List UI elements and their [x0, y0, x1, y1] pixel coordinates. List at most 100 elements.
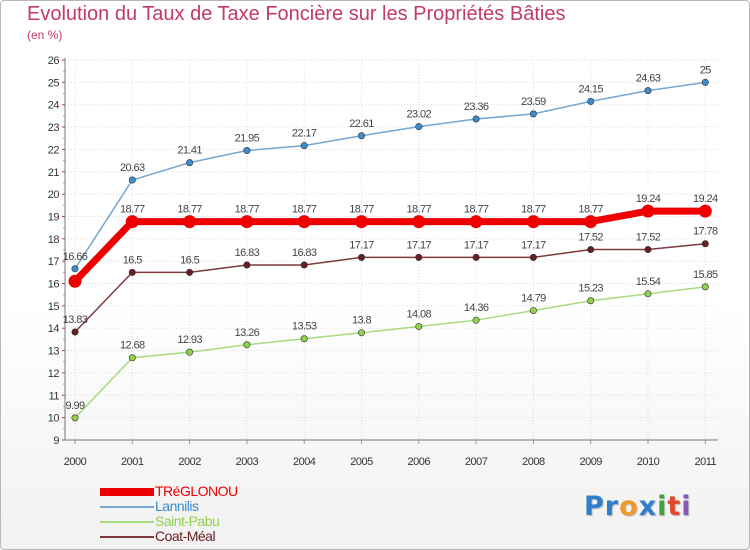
series-point-tr-glonou — [641, 204, 655, 218]
series-point-saint-pabu — [587, 297, 595, 305]
series-point-lannilis — [587, 97, 595, 105]
data-label-saint-pabu: 15.54 — [636, 276, 661, 288]
series-point-coat-m-al — [415, 253, 423, 261]
y-tick-label: 14 — [48, 323, 60, 335]
data-label-saint-pabu: 9.99 — [65, 400, 84, 412]
data-label-tr-glonou: 18.77 — [349, 204, 374, 216]
series-point-saint-pabu — [243, 341, 251, 349]
data-label-lannilis: 21.95 — [235, 133, 260, 145]
data-label-coat-m-al: 13.83 — [63, 314, 88, 326]
data-label-saint-pabu: 13.26 — [235, 327, 260, 339]
series-point-coat-m-al — [243, 261, 251, 269]
data-label-saint-pabu: 15.85 — [693, 269, 718, 281]
data-label-lannilis: 22.61 — [349, 118, 374, 130]
series-point-tr-glonou — [526, 215, 540, 229]
axis-layer: 9 10 11 12 13 14 15 16 17 18 19 20 21 22 23 24 25 26 2000 2… — [48, 55, 718, 468]
series-point-coat-m-al — [300, 261, 308, 269]
x-tick-label: 2009 — [579, 456, 602, 468]
series-point-saint-pabu — [644, 290, 652, 298]
x-tick-label: 2011 — [694, 456, 716, 468]
series-point-tr-glonou — [68, 274, 82, 288]
y-tick-label: 20 — [48, 189, 60, 201]
y-tick-label: 16 — [48, 279, 60, 291]
series-point-coat-m-al — [186, 268, 194, 276]
series-point-coat-m-al — [529, 253, 537, 261]
data-label-lannilis: 23.36 — [464, 101, 489, 113]
series-point-coat-m-al — [587, 246, 595, 254]
series-point-tr-glonou — [412, 215, 426, 229]
data-label-coat-m-al: 17.52 — [636, 232, 661, 244]
series-point-tr-glonou — [469, 215, 483, 229]
data-label-tr-glonou: 18.77 — [177, 204, 202, 216]
data-label-tr-glonou: 18.77 — [578, 204, 603, 216]
series-point-coat-m-al — [472, 253, 480, 261]
series-point-tr-glonou — [125, 215, 139, 229]
y-tick-label: 22 — [48, 144, 60, 156]
x-tick-label: 2001 — [121, 456, 144, 468]
data-label-saint-pabu: 12.68 — [120, 340, 145, 352]
data-label-tr-glonou: 18.77 — [521, 204, 546, 216]
legend-swatch — [100, 521, 154, 523]
data-label-saint-pabu: 14.36 — [464, 302, 489, 314]
series-point-lannilis — [529, 110, 537, 118]
data-label-tr-glonou: 18.77 — [464, 204, 489, 216]
logo-letter: r — [604, 491, 620, 522]
series-point-coat-m-al — [357, 253, 365, 261]
data-label-saint-pabu: 15.23 — [578, 283, 603, 295]
data-label-tr-glonou: 18.77 — [292, 204, 317, 216]
logo-letter: x — [638, 491, 658, 522]
y-tick-label: 10 — [48, 413, 60, 425]
legend-swatch — [100, 536, 154, 538]
legend-label: Saint-Pabu — [155, 513, 220, 529]
data-label-lannilis: 23.59 — [521, 96, 546, 108]
data-label-saint-pabu: 13.53 — [292, 321, 317, 333]
x-tick-label: 2002 — [178, 456, 201, 468]
series-point-lannilis — [644, 87, 652, 95]
series-point-lannilis — [71, 265, 79, 273]
x-tick-label: 2007 — [465, 456, 488, 468]
y-axis-unit-label: (en %) — [27, 28, 63, 42]
y-tick-label: 11 — [49, 390, 60, 402]
data-label-lannilis: 24.63 — [636, 73, 661, 85]
data-label-tr-glonou: 19.24 — [693, 193, 718, 205]
y-tick-label: 17 — [48, 256, 60, 268]
x-tick-label: 2006 — [408, 456, 431, 468]
data-label-coat-m-al: 17.17 — [464, 239, 489, 251]
series-line-tr-glonou — [71, 207, 709, 285]
series-point-lannilis — [701, 78, 709, 86]
series-point-saint-pabu — [128, 354, 136, 362]
y-tick-label: 25 — [48, 77, 60, 89]
series-point-lannilis — [415, 123, 423, 131]
data-label-coat-m-al: 17.17 — [521, 239, 546, 251]
y-tick-label: 23 — [48, 122, 60, 134]
legend-label: TRéGLONOU — [155, 483, 238, 499]
series-point-saint-pabu — [701, 283, 709, 291]
data-label-tr-glonou: 19.24 — [636, 193, 661, 205]
x-tick-label: 2003 — [236, 456, 259, 468]
series-point-tr-glonou — [355, 215, 368, 229]
y-tick-label: 18 — [48, 234, 60, 246]
data-label-layer: 16.66 20.63 21.41 21.95 22.17 22.61 23.02 23.36… — [63, 64, 719, 412]
series-point-saint-pabu — [186, 348, 194, 356]
series-point-tr-glonou — [240, 215, 254, 229]
data-label-coat-m-al: 16.83 — [235, 247, 260, 259]
y-tick-label: 12 — [48, 368, 60, 380]
proxiti-logo: Proxiti — [584, 491, 692, 522]
data-label-saint-pabu: 14.08 — [407, 308, 432, 320]
data-label-coat-m-al: 17.78 — [693, 226, 718, 238]
legend-swatch — [100, 506, 154, 508]
chart-title: Evolution du Taux de Taxe Foncière sur l… — [27, 3, 566, 25]
x-tick-label: 2010 — [637, 456, 660, 468]
series-line-coat-m-al — [74, 242, 707, 333]
series-point-saint-pabu — [357, 329, 365, 337]
data-label-tr-glonou: 18.77 — [407, 204, 432, 216]
data-label-tr-glonou: 18.77 — [120, 204, 145, 216]
grid-layer — [65, 59, 718, 441]
x-tick-label: 2005 — [350, 456, 373, 468]
y-tick-label: 19 — [48, 211, 60, 223]
series-point-lannilis — [300, 142, 308, 150]
data-label-coat-m-al: 16.5 — [180, 254, 199, 266]
logo-letter: t — [667, 491, 682, 522]
series-layer — [68, 78, 712, 422]
